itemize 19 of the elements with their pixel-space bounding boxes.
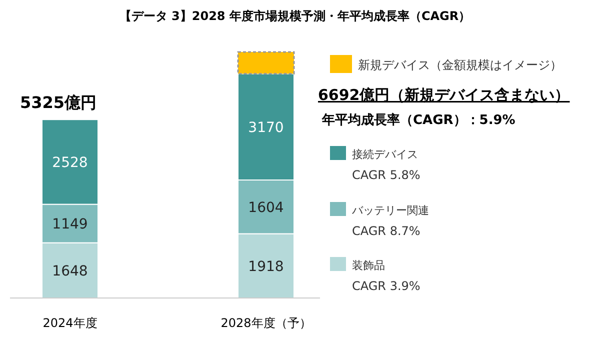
data-label: 1918 — [248, 258, 284, 275]
legend-label: 新規デバイス（金額規模はイメージ） — [358, 58, 562, 72]
x-tick-label: 2024年度 — [42, 316, 98, 330]
data-label: 1149 — [52, 216, 88, 233]
data-label: 3170 — [248, 120, 284, 136]
legend-label: 接続デバイス — [352, 148, 418, 161]
text: 年平均成長率（CAGR）：5.9% — [321, 112, 516, 128]
data-label: 1604 — [248, 200, 284, 216]
text: CAGR 8.7% — [352, 224, 420, 238]
legend-label: バッテリー関連 — [351, 204, 429, 217]
annotation: 6692億円（新規デバイス含まない） — [318, 86, 570, 104]
annotation: 5325億円 — [20, 93, 97, 112]
chart-title: 【データ 3】2028 年度市場規模予測・年平均成長率（CAGR） — [119, 9, 471, 23]
legend-label: 装飾品 — [352, 259, 385, 272]
x-tick-label: 2028年度（予） — [220, 316, 312, 330]
text: CAGR 3.9% — [352, 279, 420, 293]
data-label: 2528 — [52, 154, 88, 171]
text: CAGR 5.8% — [352, 168, 420, 182]
data-label: 1648 — [52, 263, 88, 280]
